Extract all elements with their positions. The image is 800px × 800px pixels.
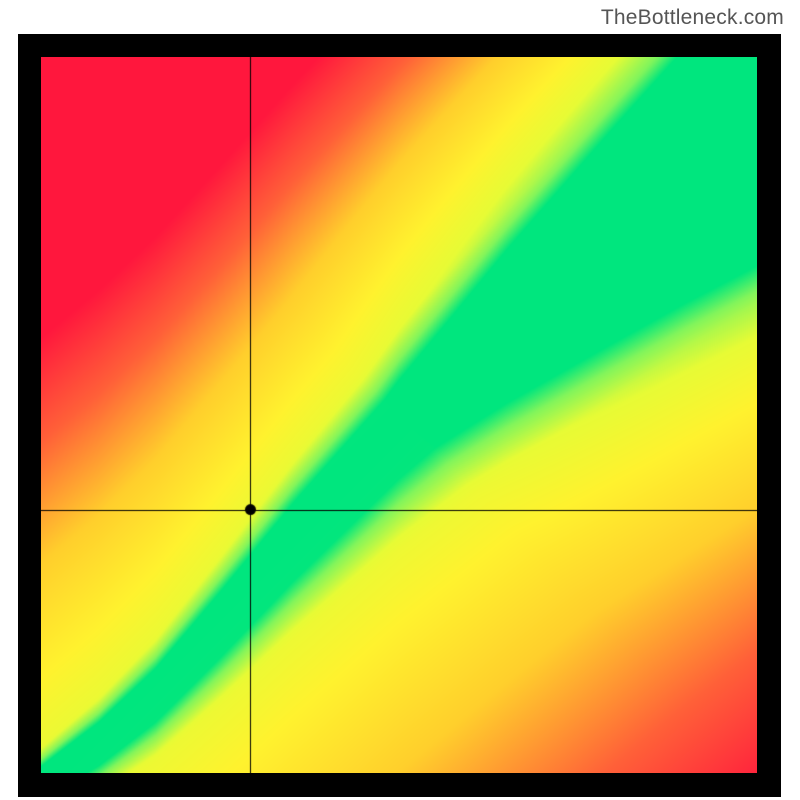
chart-stage: TheBottleneck.com [0,0,800,800]
crosshair-overlay [41,57,757,773]
watermark-text: TheBottleneck.com [601,6,784,30]
